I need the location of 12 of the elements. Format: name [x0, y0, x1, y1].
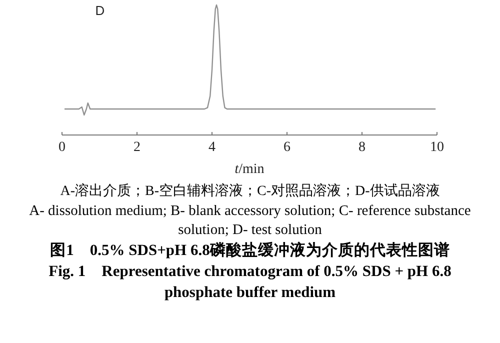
x-axis-title: t/min [234, 162, 264, 177]
chart-title: D [95, 3, 105, 18]
x-tick-label: 0 [58, 140, 66, 155]
text: A-溶出介质；B-空白辅料溶液；C-对照品溶液；D-供试品溶液 [59, 183, 441, 201]
caption: Fig. 1 Representative chromatogram of 0.5% SDS + pH 6.8 phosphate buffer medium [48, 262, 452, 303]
caption: 图1 0.5% SDS+pH 6.8磷酸盐缓冲液为介质的代表性图谱 [49, 241, 451, 262]
x-tick-label: 2 [134, 140, 140, 155]
x-tick-label: 10 [430, 140, 444, 155]
text: A- dissolution medium; B- blank accessory solution; C- reference substance solution; D- test solution [28, 202, 472, 240]
x-tick-label: 8 [358, 140, 366, 155]
x-tick-label: 4 [208, 140, 216, 155]
x-tick-label: 6 [284, 140, 290, 155]
